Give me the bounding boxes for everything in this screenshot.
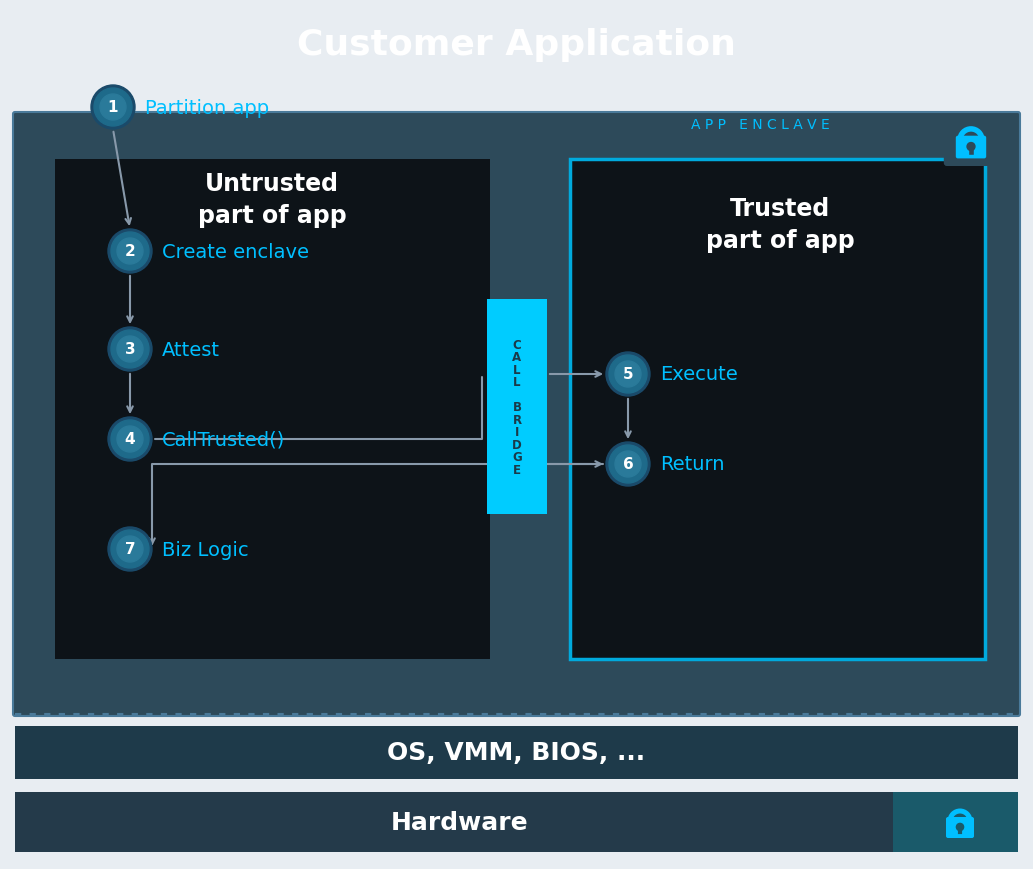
Text: Attest: Attest <box>162 340 220 359</box>
FancyBboxPatch shape <box>935 799 985 845</box>
Text: 2: 2 <box>125 244 135 259</box>
Text: 3: 3 <box>125 342 135 357</box>
Text: 4: 4 <box>125 432 135 447</box>
Text: C
A
L
L
 
B
R
I
D
G
E: C A L L B R I D G E <box>512 339 522 476</box>
Circle shape <box>117 427 143 453</box>
Text: OS, VMM, BIOS, ...: OS, VMM, BIOS, ... <box>387 740 645 764</box>
Circle shape <box>117 336 143 362</box>
Circle shape <box>111 330 149 368</box>
FancyBboxPatch shape <box>15 792 1018 852</box>
Circle shape <box>91 86 135 129</box>
Text: Hardware: Hardware <box>392 810 529 834</box>
FancyBboxPatch shape <box>55 160 490 660</box>
FancyBboxPatch shape <box>15 726 1018 779</box>
Text: Return: Return <box>660 455 724 474</box>
Circle shape <box>606 353 650 396</box>
Circle shape <box>111 233 149 270</box>
Circle shape <box>609 446 647 483</box>
Text: Untrusted
part of app: Untrusted part of app <box>197 172 346 228</box>
Text: Trusted
part of app: Trusted part of app <box>706 197 854 253</box>
FancyBboxPatch shape <box>946 817 974 838</box>
FancyBboxPatch shape <box>944 116 998 167</box>
Circle shape <box>111 530 149 568</box>
Text: Customer Application: Customer Application <box>296 28 735 62</box>
Circle shape <box>117 536 143 562</box>
Circle shape <box>117 239 143 265</box>
Text: CallTrusted(): CallTrusted() <box>162 430 285 449</box>
Circle shape <box>606 442 650 487</box>
Text: Create enclave: Create enclave <box>162 242 309 262</box>
Circle shape <box>615 452 641 477</box>
FancyBboxPatch shape <box>956 136 987 159</box>
FancyBboxPatch shape <box>893 792 1018 852</box>
Text: Execute: Execute <box>660 365 738 384</box>
Text: Partition app: Partition app <box>145 98 270 117</box>
FancyBboxPatch shape <box>13 113 1020 716</box>
Circle shape <box>100 95 126 121</box>
Circle shape <box>615 362 641 388</box>
Text: Biz Logic: Biz Logic <box>162 540 249 559</box>
Circle shape <box>108 417 152 461</box>
Circle shape <box>957 824 964 831</box>
FancyBboxPatch shape <box>487 300 547 514</box>
Circle shape <box>94 89 132 127</box>
Text: A P P   E N C L A V E: A P P E N C L A V E <box>691 118 829 132</box>
Circle shape <box>111 421 149 459</box>
Text: 5: 5 <box>623 367 633 382</box>
Text: 7: 7 <box>125 542 135 557</box>
Circle shape <box>108 527 152 571</box>
FancyBboxPatch shape <box>570 160 985 660</box>
Circle shape <box>967 143 975 151</box>
Circle shape <box>108 328 152 372</box>
Text: 6: 6 <box>623 457 633 472</box>
Circle shape <box>108 229 152 274</box>
Circle shape <box>609 355 647 394</box>
Text: 1: 1 <box>107 101 118 116</box>
